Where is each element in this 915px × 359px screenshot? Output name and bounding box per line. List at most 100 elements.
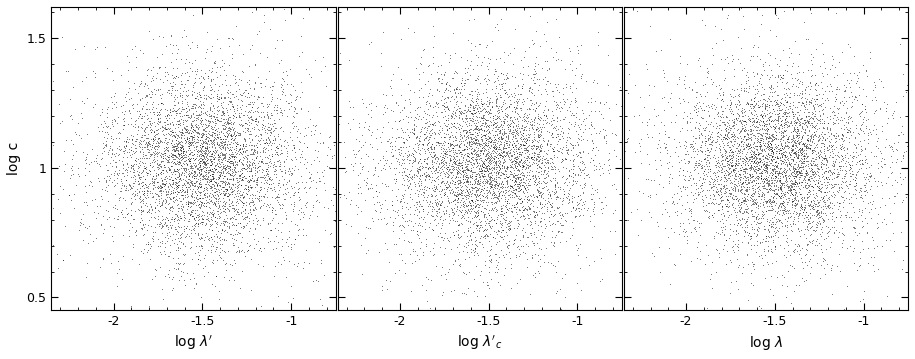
- Point: [787, 154, 802, 160]
- Point: [253, 245, 268, 251]
- Point: [211, 211, 226, 216]
- Point: [198, 140, 212, 146]
- Point: [505, 145, 520, 150]
- Point: [271, 180, 285, 186]
- Point: [191, 75, 206, 81]
- Point: [533, 147, 547, 153]
- Point: [845, 171, 860, 177]
- Point: [539, 183, 554, 189]
- Point: [164, 32, 178, 38]
- Point: [67, 191, 81, 197]
- Point: [100, 110, 114, 116]
- Point: [522, 197, 537, 202]
- Point: [474, 122, 489, 128]
- Point: [771, 150, 786, 156]
- Point: [572, 165, 587, 171]
- Point: [227, 169, 242, 174]
- Point: [442, 166, 457, 172]
- Point: [169, 185, 184, 191]
- Point: [799, 171, 813, 177]
- Point: [824, 239, 838, 245]
- Point: [744, 178, 759, 183]
- Point: [241, 125, 255, 131]
- Point: [824, 262, 839, 268]
- Point: [146, 237, 161, 242]
- Point: [457, 171, 471, 177]
- Point: [801, 200, 815, 206]
- Point: [744, 137, 759, 143]
- Point: [140, 122, 155, 128]
- Point: [506, 104, 521, 110]
- Point: [572, 208, 587, 214]
- Point: [190, 221, 205, 227]
- Point: [767, 163, 781, 169]
- Point: [117, 116, 132, 121]
- Point: [463, 129, 478, 135]
- Point: [430, 209, 445, 214]
- Point: [216, 139, 231, 145]
- Point: [737, 118, 752, 124]
- Point: [282, 235, 296, 241]
- Point: [125, 169, 140, 174]
- Point: [422, 118, 436, 124]
- Point: [514, 173, 529, 178]
- Point: [174, 129, 188, 134]
- Point: [161, 154, 176, 160]
- Point: [281, 243, 296, 249]
- Point: [212, 72, 227, 78]
- Point: [147, 158, 162, 164]
- Point: [425, 127, 439, 132]
- Point: [203, 112, 218, 118]
- Point: [816, 143, 831, 149]
- Point: [468, 193, 483, 199]
- Point: [533, 148, 548, 154]
- Point: [235, 177, 250, 182]
- Point: [108, 135, 123, 141]
- Point: [450, 195, 465, 201]
- Point: [75, 78, 90, 84]
- Point: [788, 180, 802, 185]
- Point: [740, 131, 755, 137]
- Point: [766, 237, 780, 243]
- Point: [711, 157, 726, 163]
- Point: [209, 198, 223, 204]
- Point: [359, 224, 373, 230]
- Point: [673, 128, 687, 134]
- Point: [482, 110, 497, 116]
- Point: [849, 267, 864, 273]
- Point: [229, 145, 243, 151]
- Point: [106, 157, 121, 163]
- Point: [463, 134, 478, 140]
- Point: [181, 115, 196, 120]
- Point: [776, 130, 791, 135]
- Point: [760, 144, 775, 149]
- Point: [397, 169, 412, 174]
- Point: [819, 157, 834, 163]
- Point: [170, 88, 185, 93]
- Point: [449, 229, 464, 234]
- Point: [894, 123, 909, 129]
- Point: [476, 151, 490, 157]
- Point: [421, 173, 436, 179]
- Point: [779, 121, 793, 127]
- Point: [580, 207, 595, 213]
- Point: [545, 117, 560, 122]
- Point: [153, 188, 167, 194]
- Point: [681, 216, 695, 222]
- Point: [540, 187, 554, 193]
- Point: [447, 87, 461, 93]
- Point: [497, 59, 511, 65]
- Point: [483, 259, 498, 265]
- Point: [719, 185, 734, 191]
- Point: [523, 97, 538, 103]
- Point: [226, 127, 241, 133]
- Point: [222, 261, 237, 267]
- Point: [194, 245, 209, 251]
- Point: [503, 101, 518, 107]
- Point: [695, 203, 710, 209]
- Point: [498, 219, 512, 225]
- Point: [141, 142, 156, 148]
- Point: [497, 158, 511, 164]
- Point: [160, 126, 175, 131]
- Point: [794, 159, 809, 165]
